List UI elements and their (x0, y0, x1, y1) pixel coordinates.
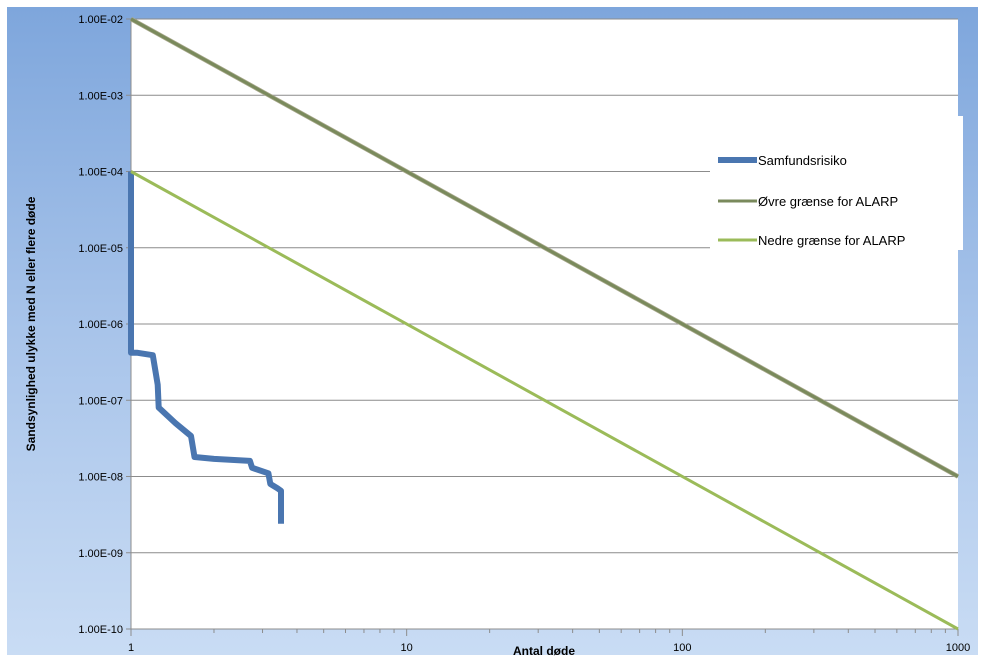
legend-label: Øvre grænse for ALARP (758, 194, 898, 209)
y-tick-label: 1.00E-10 (78, 624, 123, 636)
y-tick-label: 1.00E-02 (78, 14, 123, 26)
y-tick-label: 1.00E-08 (78, 472, 123, 484)
axes: 1.00E-10 1.00E-09 1.00E-08 1.00E-07 1.00E-06… (78, 14, 970, 654)
x-tick-label: 1 (128, 642, 134, 654)
y-tick-label: 1.00E-03 (78, 90, 123, 102)
axis-labels: Antal døde Sandsynlighed ulykke med N el… (24, 196, 575, 658)
y-axis-label: Sandsynlighed ulykke med N eller flere d… (24, 196, 38, 451)
x-tick-label: 100 (673, 642, 691, 654)
x-tick-label: 1000 (946, 642, 970, 654)
y-tick-label: 1.00E-05 (78, 243, 123, 255)
x-axis-label: Antal døde (513, 644, 575, 658)
y-tick-label: 1.00E-04 (78, 167, 123, 179)
legend-label: Samfundsrisiko (758, 153, 847, 168)
series-nedre-graense-line (130, 170, 959, 631)
legend: Samfundsrisiko Øvre grænse for ALARP Nedre… (710, 116, 963, 250)
y-tick-label: 1.00E-06 (78, 319, 123, 331)
series-ovre-graense-line (130, 17, 959, 478)
y-tick-label: 1.00E-07 (78, 395, 123, 407)
legend-label: Nedre grænse for ALARP (758, 233, 905, 248)
series-samfundsrisiko-line (128, 171, 284, 524)
y-tick-label: 1.00E-09 (78, 548, 123, 560)
x-tick-label: 10 (401, 642, 413, 654)
legend-box (710, 116, 963, 250)
series-group (128, 17, 960, 631)
